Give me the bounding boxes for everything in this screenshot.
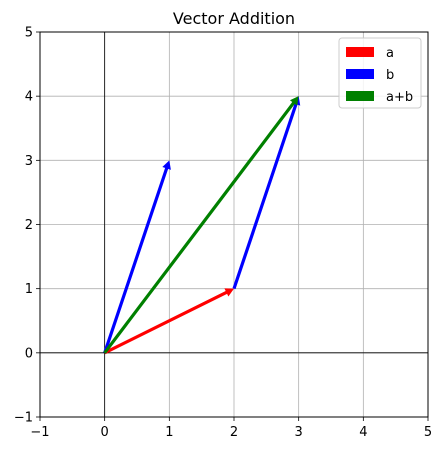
legend-label: a: [386, 46, 394, 61]
x-tick-label: 4: [359, 425, 367, 440]
vectors: [103, 96, 301, 355]
vector-b: [103, 160, 171, 354]
y-tick-label: 2: [25, 218, 33, 233]
x-tick-label: 0: [101, 425, 109, 440]
x-tick-label: 3: [295, 425, 303, 440]
axis-ticks: −1 0 1 2 3 4 5 −1 0 1 2 3 4 5: [14, 26, 432, 441]
legend-swatch: [346, 69, 374, 79]
vector-a-b: [103, 96, 299, 354]
legend-label: a+b: [386, 90, 413, 105]
y-tick-label: 4: [25, 90, 33, 105]
x-tick-label: −1: [30, 425, 49, 440]
y-tick-label: −1: [14, 411, 33, 426]
vector-b: [232, 96, 301, 290]
y-tick-label: 5: [25, 26, 33, 41]
vector-a: [103, 288, 235, 355]
x-tick-label: 2: [230, 425, 238, 440]
y-tick-label: 0: [25, 346, 33, 361]
legend-label: b: [386, 68, 394, 83]
legend-swatch: [346, 47, 374, 57]
y-tick-label: 1: [25, 282, 33, 297]
x-tick-label: 1: [165, 425, 173, 440]
chart-title: Vector Addition: [173, 9, 295, 28]
legend: ab a+b: [338, 37, 422, 109]
x-tick-label: 5: [424, 425, 432, 440]
legend-swatch: [346, 91, 374, 101]
y-tick-label: 3: [25, 154, 33, 169]
